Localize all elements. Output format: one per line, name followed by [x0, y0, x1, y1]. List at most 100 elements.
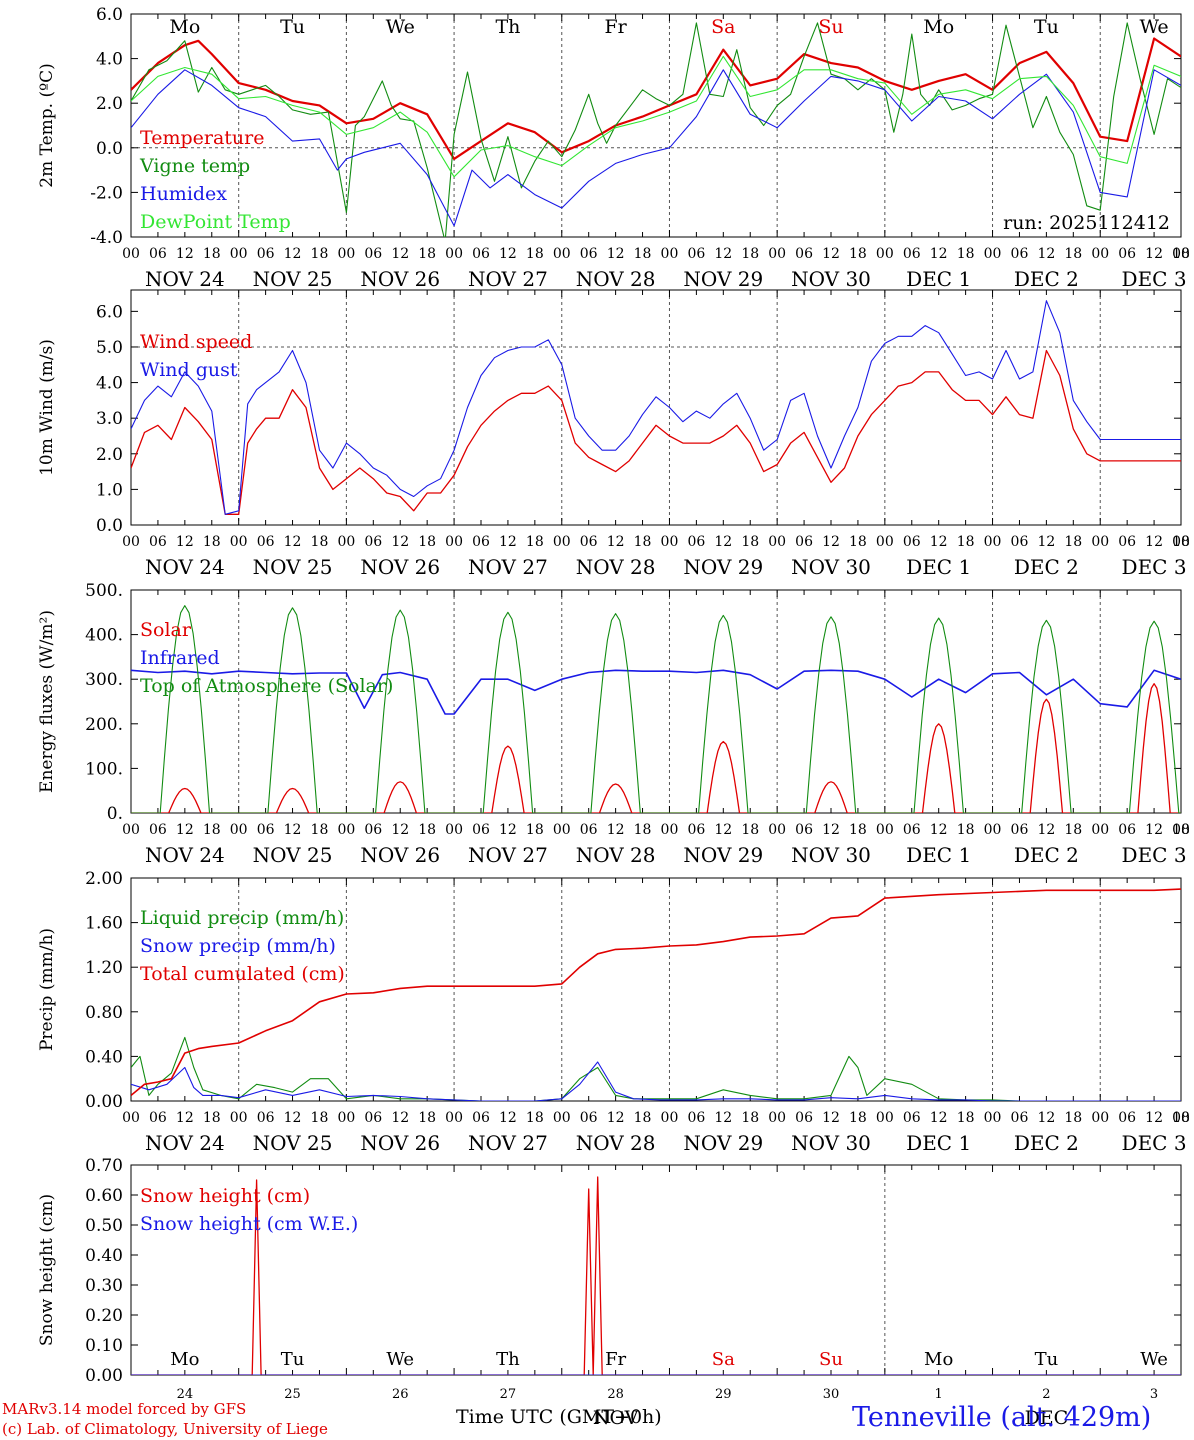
- series-line-vigne-temp: [131, 22, 1181, 237]
- date-label: DEC 1: [906, 555, 971, 579]
- series-line-solar: [131, 683, 1181, 813]
- hour-tick-label: 00: [1172, 246, 1190, 262]
- hour-tick-label: 12: [607, 822, 625, 838]
- y-tick-label: 0.20: [85, 1306, 123, 1326]
- date-label: NOV 24: [145, 267, 225, 291]
- run-label: run: 2025112412: [1003, 212, 1170, 234]
- hour-tick-label: 12: [1037, 1110, 1055, 1126]
- y-tick-label: 500.: [85, 581, 123, 601]
- day-number-label: 25: [284, 1387, 301, 1402]
- hour-tick-label: 18: [849, 534, 867, 550]
- hour-tick-label: 12: [714, 534, 732, 550]
- hour-tick-label: 00: [876, 822, 894, 838]
- model-credit: MARv3.14 model forced by GFS: [2, 1400, 247, 1418]
- hour-tick-label: 18: [1172, 534, 1190, 550]
- weekday-label: Su: [819, 1349, 843, 1370]
- month-overlay-label: DEC: [1025, 1407, 1069, 1429]
- station-name: Tenneville (alt. 429m): [852, 1402, 1152, 1433]
- hour-tick-label: 00: [768, 822, 786, 838]
- date-label: NOV 24: [145, 555, 225, 579]
- legend-entry: DewPoint Temp: [140, 211, 291, 233]
- series-group: [131, 888, 1181, 1101]
- hour-tick-label: 06: [580, 246, 598, 262]
- hour-tick-label: 12: [1145, 534, 1163, 550]
- panel-temp: -4.0 -2.0 0.0 2.0 4.0 6.0 2m Temp. (ºC) 00 06 12 1…: [37, 5, 1190, 291]
- hour-tick-label: 00: [984, 534, 1002, 550]
- hour-tick-label: 06: [903, 1110, 921, 1126]
- date-label: NOV 26: [360, 267, 440, 291]
- hour-tick-label: 18: [741, 1110, 759, 1126]
- weekday-label: Fr: [604, 16, 627, 38]
- hour-tick-label: 12: [176, 822, 194, 838]
- weekday-label: Fr: [605, 1349, 626, 1370]
- hour-tick-label: 12: [607, 1110, 625, 1126]
- hour-tick-label: 06: [1118, 822, 1136, 838]
- hour-tick-label: 06: [687, 246, 705, 262]
- hour-tick-label: 06: [795, 534, 813, 550]
- series-line-temperature: [131, 37, 1181, 160]
- day-number-label: 24: [177, 1387, 194, 1402]
- hour-tick-label: 06: [149, 822, 167, 838]
- hour-tick-label: 00: [337, 246, 355, 262]
- date-label: NOV 26: [360, 843, 440, 867]
- y-axis-title: Snow height (cm): [37, 1194, 57, 1346]
- hour-tick-label: 00: [984, 822, 1002, 838]
- panel-snow: 0.00 0.10 0.20 0.30 0.40 0.50 0.60 0.70 Snow hei…: [37, 1156, 1182, 1429]
- legend-entry: Solar: [140, 619, 192, 641]
- hour-tick-label: 00: [661, 822, 679, 838]
- series-line-liquid-precip-mm-h-: [131, 1036, 1181, 1101]
- hour-tick-label: 00: [337, 534, 355, 550]
- hour-tick-label: 18: [203, 246, 221, 262]
- legend-entry: Snow height (cm W.E.): [140, 1213, 358, 1235]
- y-tick-label: 0.10: [85, 1336, 123, 1356]
- y-tick-label: 0.00: [85, 1092, 123, 1112]
- hour-tick-label: 06: [472, 1110, 490, 1126]
- hour-tick-label: 00: [661, 534, 679, 550]
- hour-tick-label: 18: [203, 534, 221, 550]
- weekday-label: We: [1139, 16, 1168, 38]
- hour-tick-label: 18: [1172, 246, 1190, 262]
- y-tick-label: 0.0: [96, 516, 123, 536]
- hour-tick-label: 00: [876, 534, 894, 550]
- day-number-label: 2: [1042, 1387, 1050, 1402]
- hour-tick-label: 06: [1118, 1110, 1136, 1126]
- hour-tick-label: 18: [741, 246, 759, 262]
- y-tick-label: 1.20: [85, 958, 123, 978]
- hour-tick-label: 18: [741, 534, 759, 550]
- hour-tick-label: 12: [822, 534, 840, 550]
- date-label: NOV 27: [468, 267, 548, 291]
- legend-entry: Humidex: [140, 183, 227, 205]
- plot-frame: [130, 589, 1182, 814]
- hour-tick-label: 18: [1064, 534, 1082, 550]
- hour-tick-label: 12: [930, 822, 948, 838]
- hour-tick-label: 12: [1145, 1110, 1163, 1126]
- date-label: NOV 25: [253, 555, 333, 579]
- hour-tick-label: 06: [687, 1110, 705, 1126]
- y-axis-title: 2m Temp. (ºC): [37, 63, 57, 188]
- y-tick-label: 0.70: [85, 1156, 123, 1176]
- hour-tick-label: 12: [930, 246, 948, 262]
- legend-entry: Vigne temp: [139, 155, 250, 177]
- hour-tick-label: 12: [284, 1110, 302, 1126]
- date-label: NOV 24: [145, 1131, 225, 1155]
- hour-tick-label: 12: [499, 534, 517, 550]
- y-tick-label: 4.0: [96, 374, 123, 394]
- hour-tick-label: 00: [122, 534, 140, 550]
- month-overlay-label: NOV: [593, 1407, 639, 1429]
- y-tick-label: 200.: [85, 715, 123, 735]
- series-line-wind-speed: [131, 349, 1181, 515]
- hour-tick-label: 12: [176, 1110, 194, 1126]
- x-axis-title: Time UTC (GMT+0h): [456, 1406, 662, 1428]
- hour-tick-label: 00: [230, 822, 248, 838]
- hour-tick-label: 00: [445, 246, 463, 262]
- hour-tick-label: 06: [580, 534, 598, 550]
- hour-tick-label: 12: [176, 534, 194, 550]
- hour-tick-label: 18: [634, 1110, 652, 1126]
- hour-tick-label: 12: [499, 822, 517, 838]
- hour-tick-label: 18: [1064, 1110, 1082, 1126]
- legend-entry: Total cumulated (cm): [140, 963, 345, 985]
- date-label: DEC 1: [906, 1131, 971, 1155]
- hour-tick-label: 00: [230, 246, 248, 262]
- y-tick-label: 0.00: [85, 1366, 123, 1386]
